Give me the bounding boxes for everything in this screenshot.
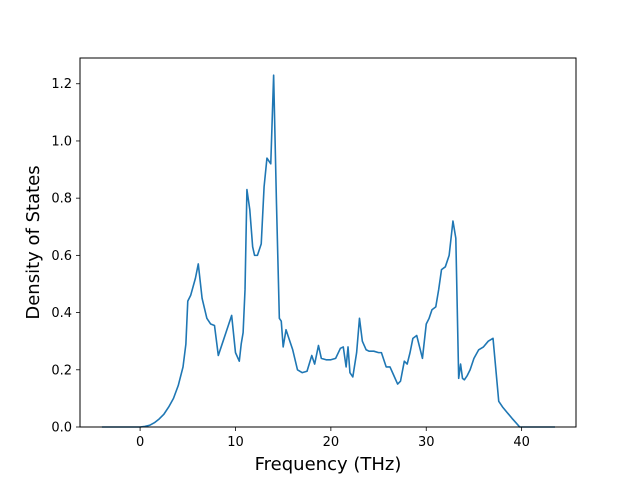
y-tick-label: 0.0 [51,421,72,436]
ticks-layer: 0 10 20 30 40 0.0 0.2 0.4 0.6 0.8 1.0 1.2 [51,77,530,450]
y-tick-label: 0.2 [51,363,72,378]
y-tick-label: 1.0 [51,134,72,149]
y-axis-label: Density of States [23,165,44,319]
y-tick-label: 0.4 [51,306,72,321]
dos-series-line [101,74,556,428]
axes-frame [79,57,577,428]
x-tick-label: 40 [513,435,530,450]
x-axis-label: Frequency (THz) [255,454,402,475]
y-tick-label: 1.2 [51,77,72,92]
series-layer [101,74,556,428]
y-tick-label: 0.6 [51,249,72,264]
x-tick-label: 10 [227,435,244,450]
x-tick-label: 20 [323,435,340,450]
x-tick-label: 30 [418,435,435,450]
x-tick-label: 0 [136,435,144,450]
y-tick-label: 0.8 [51,192,72,207]
